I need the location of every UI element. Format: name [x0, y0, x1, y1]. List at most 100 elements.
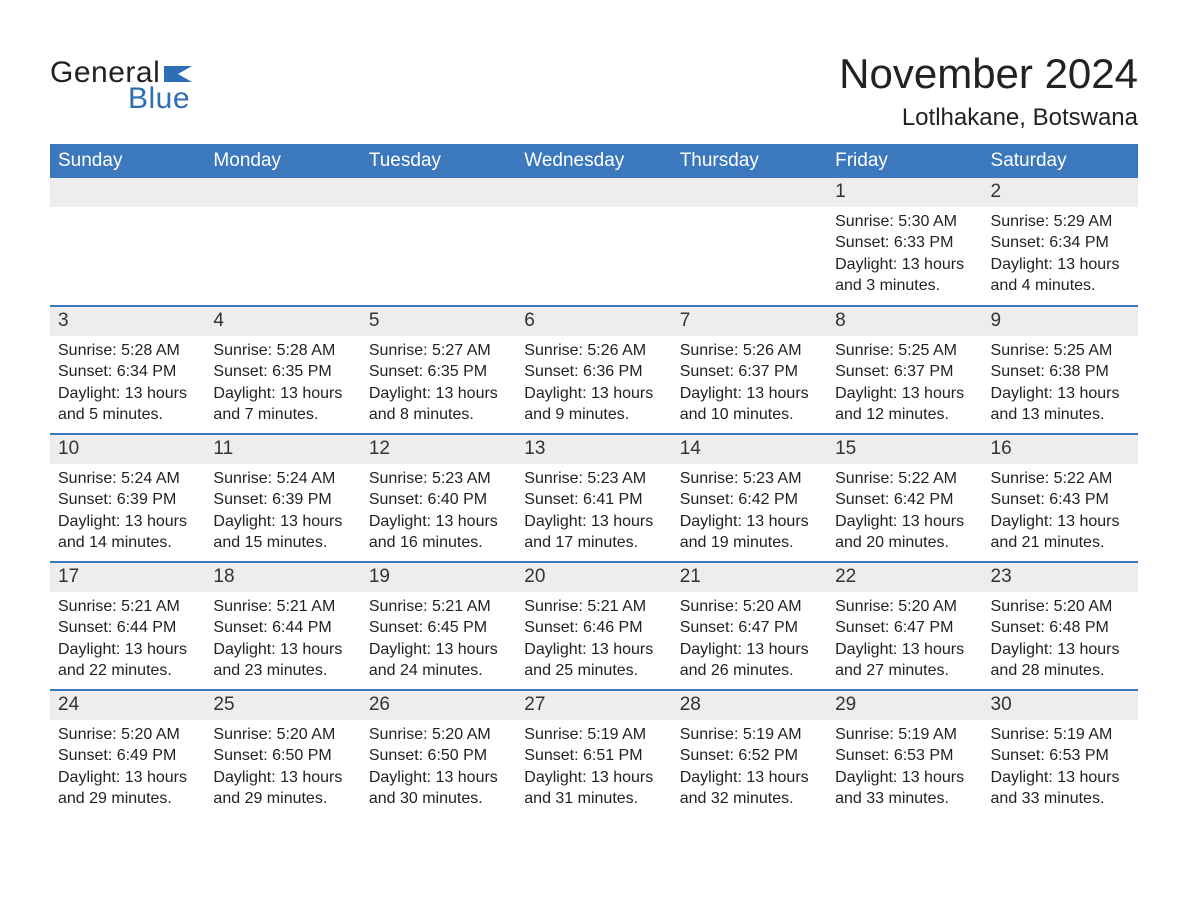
sunrise-text: Sunrise: 5:20 AM	[991, 596, 1130, 618]
daylight-text-line1: Daylight: 13 hours	[680, 511, 819, 533]
calendar-day-cell: 9Sunrise: 5:25 AMSunset: 6:38 PMDaylight…	[983, 306, 1138, 434]
daylight-text-line1: Daylight: 13 hours	[680, 767, 819, 789]
day-details: Sunrise: 5:19 AMSunset: 6:52 PMDaylight:…	[672, 720, 827, 814]
calendar-day-cell	[50, 178, 205, 306]
calendar-day-cell: 5Sunrise: 5:27 AMSunset: 6:35 PMDaylight…	[361, 306, 516, 434]
sunrise-text: Sunrise: 5:23 AM	[369, 468, 508, 490]
daylight-text-line1: Daylight: 13 hours	[213, 767, 352, 789]
day-details: Sunrise: 5:19 AMSunset: 6:53 PMDaylight:…	[827, 720, 982, 814]
day-details	[205, 207, 360, 215]
calendar-day-cell: 7Sunrise: 5:26 AMSunset: 6:37 PMDaylight…	[672, 306, 827, 434]
daylight-text-line2: and 3 minutes.	[835, 275, 974, 297]
daylight-text-line2: and 12 minutes.	[835, 404, 974, 426]
daylight-text-line1: Daylight: 13 hours	[680, 383, 819, 405]
sunset-text: Sunset: 6:53 PM	[991, 745, 1130, 767]
sunrise-text: Sunrise: 5:23 AM	[524, 468, 663, 490]
sunset-text: Sunset: 6:38 PM	[991, 361, 1130, 383]
sunset-text: Sunset: 6:42 PM	[835, 489, 974, 511]
day-number: 30	[983, 691, 1138, 720]
day-details: Sunrise: 5:24 AMSunset: 6:39 PMDaylight:…	[50, 464, 205, 558]
daylight-text-line1: Daylight: 13 hours	[58, 767, 197, 789]
daylight-text-line2: and 29 minutes.	[213, 788, 352, 810]
calendar-day-cell: 3Sunrise: 5:28 AMSunset: 6:34 PMDaylight…	[50, 306, 205, 434]
calendar-day-cell: 14Sunrise: 5:23 AMSunset: 6:42 PMDayligh…	[672, 434, 827, 562]
calendar-day-cell: 27Sunrise: 5:19 AMSunset: 6:51 PMDayligh…	[516, 690, 671, 818]
day-number: 16	[983, 435, 1138, 464]
sunrise-text: Sunrise: 5:24 AM	[58, 468, 197, 490]
daylight-text-line1: Daylight: 13 hours	[991, 511, 1130, 533]
day-details: Sunrise: 5:21 AMSunset: 6:44 PMDaylight:…	[205, 592, 360, 686]
day-number: 9	[983, 307, 1138, 336]
daylight-text-line1: Daylight: 13 hours	[680, 639, 819, 661]
day-details: Sunrise: 5:19 AMSunset: 6:51 PMDaylight:…	[516, 720, 671, 814]
calendar-week-row: 24Sunrise: 5:20 AMSunset: 6:49 PMDayligh…	[50, 690, 1138, 818]
calendar-day-cell: 2Sunrise: 5:29 AMSunset: 6:34 PMDaylight…	[983, 178, 1138, 306]
sunrise-text: Sunrise: 5:21 AM	[213, 596, 352, 618]
daylight-text-line1: Daylight: 13 hours	[991, 254, 1130, 276]
sunrise-text: Sunrise: 5:23 AM	[680, 468, 819, 490]
sunset-text: Sunset: 6:37 PM	[680, 361, 819, 383]
sunset-text: Sunset: 6:46 PM	[524, 617, 663, 639]
day-details: Sunrise: 5:22 AMSunset: 6:43 PMDaylight:…	[983, 464, 1138, 558]
day-details: Sunrise: 5:23 AMSunset: 6:42 PMDaylight:…	[672, 464, 827, 558]
calendar-day-cell: 19Sunrise: 5:21 AMSunset: 6:45 PMDayligh…	[361, 562, 516, 690]
calendar-day-cell: 24Sunrise: 5:20 AMSunset: 6:49 PMDayligh…	[50, 690, 205, 818]
weekday-header: Tuesday	[361, 144, 516, 178]
daylight-text-line2: and 28 minutes.	[991, 660, 1130, 682]
daylight-text-line2: and 17 minutes.	[524, 532, 663, 554]
sunrise-text: Sunrise: 5:19 AM	[524, 724, 663, 746]
calendar-day-cell	[205, 178, 360, 306]
sunset-text: Sunset: 6:50 PM	[213, 745, 352, 767]
daylight-text-line1: Daylight: 13 hours	[369, 383, 508, 405]
day-details: Sunrise: 5:29 AMSunset: 6:34 PMDaylight:…	[983, 207, 1138, 301]
daylight-text-line1: Daylight: 13 hours	[835, 639, 974, 661]
sunset-text: Sunset: 6:40 PM	[369, 489, 508, 511]
day-details: Sunrise: 5:20 AMSunset: 6:48 PMDaylight:…	[983, 592, 1138, 686]
calendar-day-cell: 28Sunrise: 5:19 AMSunset: 6:52 PMDayligh…	[672, 690, 827, 818]
day-number: 10	[50, 435, 205, 464]
sunrise-text: Sunrise: 5:20 AM	[213, 724, 352, 746]
daylight-text-line1: Daylight: 13 hours	[369, 639, 508, 661]
day-details: Sunrise: 5:24 AMSunset: 6:39 PMDaylight:…	[205, 464, 360, 558]
sunrise-text: Sunrise: 5:25 AM	[991, 340, 1130, 362]
day-details	[672, 207, 827, 215]
calendar-day-cell: 20Sunrise: 5:21 AMSunset: 6:46 PMDayligh…	[516, 562, 671, 690]
calendar-week-row: 10Sunrise: 5:24 AMSunset: 6:39 PMDayligh…	[50, 434, 1138, 562]
title-block: November 2024 Lotlhakane, Botswana	[839, 50, 1138, 132]
daylight-text-line1: Daylight: 13 hours	[213, 639, 352, 661]
sunset-text: Sunset: 6:48 PM	[991, 617, 1130, 639]
day-details: Sunrise: 5:26 AMSunset: 6:36 PMDaylight:…	[516, 336, 671, 430]
daylight-text-line1: Daylight: 13 hours	[58, 511, 197, 533]
sunset-text: Sunset: 6:52 PM	[680, 745, 819, 767]
day-number: 29	[827, 691, 982, 720]
calendar-day-cell: 18Sunrise: 5:21 AMSunset: 6:44 PMDayligh…	[205, 562, 360, 690]
calendar-day-cell: 23Sunrise: 5:20 AMSunset: 6:48 PMDayligh…	[983, 562, 1138, 690]
day-number: 13	[516, 435, 671, 464]
daylight-text-line2: and 33 minutes.	[991, 788, 1130, 810]
day-number	[516, 178, 671, 207]
sunset-text: Sunset: 6:36 PM	[524, 361, 663, 383]
daylight-text-line1: Daylight: 13 hours	[213, 383, 352, 405]
day-number: 23	[983, 563, 1138, 592]
day-details: Sunrise: 5:20 AMSunset: 6:47 PMDaylight:…	[672, 592, 827, 686]
day-details: Sunrise: 5:21 AMSunset: 6:45 PMDaylight:…	[361, 592, 516, 686]
sunset-text: Sunset: 6:35 PM	[213, 361, 352, 383]
day-number: 4	[205, 307, 360, 336]
sunrise-text: Sunrise: 5:28 AM	[58, 340, 197, 362]
daylight-text-line2: and 14 minutes.	[58, 532, 197, 554]
day-number: 12	[361, 435, 516, 464]
sunset-text: Sunset: 6:44 PM	[58, 617, 197, 639]
daylight-text-line2: and 13 minutes.	[991, 404, 1130, 426]
daylight-text-line1: Daylight: 13 hours	[991, 639, 1130, 661]
daylight-text-line2: and 26 minutes.	[680, 660, 819, 682]
day-number: 2	[983, 178, 1138, 207]
day-number: 22	[827, 563, 982, 592]
calendar-day-cell: 16Sunrise: 5:22 AMSunset: 6:43 PMDayligh…	[983, 434, 1138, 562]
day-number: 26	[361, 691, 516, 720]
sunset-text: Sunset: 6:45 PM	[369, 617, 508, 639]
daylight-text-line2: and 19 minutes.	[680, 532, 819, 554]
day-number: 17	[50, 563, 205, 592]
sunrise-text: Sunrise: 5:26 AM	[524, 340, 663, 362]
day-number: 24	[50, 691, 205, 720]
day-number: 27	[516, 691, 671, 720]
